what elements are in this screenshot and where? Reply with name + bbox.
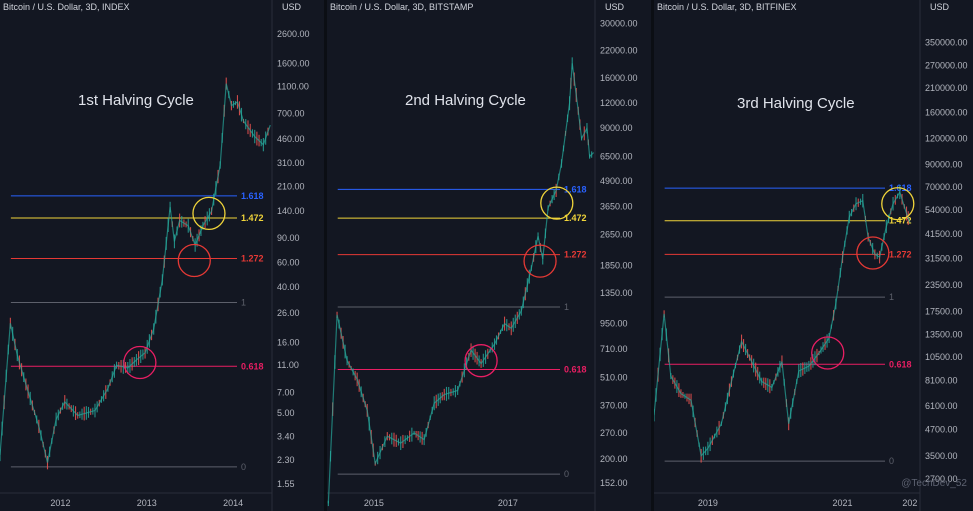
- annotation-circle: [541, 187, 573, 219]
- chart-3-svg[interactable]: 350000.00 270000.00 210000.00 160000.00 1200…: [654, 0, 973, 511]
- y-tick-label: 22000.00: [600, 46, 638, 56]
- y-tick-label: 9000.00: [600, 123, 633, 133]
- y-tick-label: 210.00: [277, 182, 305, 192]
- y-tick-label: 152.00: [600, 478, 628, 488]
- y-tick-label: 140.00: [277, 206, 305, 216]
- y-tick-label: 10500.00: [925, 352, 963, 362]
- y-tick-label: 700.00: [277, 109, 305, 119]
- chart-title: 2nd Halving Cycle: [405, 92, 526, 109]
- fib-level-label: 1.272: [564, 250, 587, 260]
- x-tick-label: 2015: [364, 498, 384, 508]
- x-tick-label: 2017: [498, 498, 518, 508]
- y-tick-label: 4700.00: [925, 424, 958, 434]
- y-tick-label: 950.00: [600, 319, 628, 329]
- fib-level-label: 1.272: [889, 249, 912, 259]
- y-tick-label: 90.00: [277, 233, 300, 243]
- fib-level-label: 0: [564, 469, 569, 479]
- y-tick-label: 26.00: [277, 308, 300, 318]
- price-series-line: [0, 84, 270, 463]
- annotation-circle: [178, 244, 210, 276]
- y-tick-label: 2650.00: [600, 229, 633, 239]
- chart-1-svg[interactable]: 2600.00 1600.00 1100.00 700.00 460.00 310.00 2…: [0, 0, 324, 511]
- x-tick-label: 2019: [698, 498, 718, 508]
- y-tick-label: 1350.00: [600, 288, 633, 298]
- price-series-line: [654, 192, 910, 456]
- y-tick-label: 120000.00: [925, 133, 968, 143]
- y-tick-label: 31500.00: [925, 254, 963, 264]
- x-tick-label: 2021: [833, 498, 853, 508]
- fib-level-label: 1: [889, 292, 894, 302]
- chart-panel-1[interactable]: Bitcoin / U.S. Dollar, 3D, INDEX USD 260…: [0, 0, 324, 511]
- y-tick-label: 41500.00: [925, 229, 963, 239]
- chart-panel-3[interactable]: Bitcoin / U.S. Dollar, 3D, BITFINEX USD …: [654, 0, 973, 511]
- chart-title: 1st Halving Cycle: [78, 92, 194, 109]
- y-tick-label: 60.00: [277, 257, 300, 267]
- y-tick-label: 1100.00: [277, 81, 309, 91]
- y-tick-label: 1600.00: [277, 59, 310, 69]
- y-tick-label: 2600.00: [277, 29, 310, 39]
- y-tick-label: 7.00: [277, 388, 295, 398]
- x-tick-label: 2012: [50, 498, 70, 508]
- y-tick-label: 12000.00: [600, 98, 638, 108]
- y-tick-label: 40.00: [277, 282, 300, 292]
- y-tick-label: 310.00: [277, 158, 305, 168]
- watermark: @TechDev_52: [901, 478, 967, 489]
- y-tick-label: 90000.00: [925, 159, 963, 169]
- fib-level-label: 0.618: [564, 365, 587, 375]
- y-tick-label: 16000.00: [600, 73, 638, 83]
- y-tick-label: 1.55: [277, 479, 295, 489]
- chart-title: 3rd Halving Cycle: [737, 95, 855, 112]
- y-tick-label: 160000.00: [925, 108, 968, 118]
- y-tick-label: 16.00: [277, 337, 300, 347]
- y-tick-label: 4900.00: [600, 176, 633, 186]
- y-tick-label: 3.40: [277, 431, 295, 441]
- fib-level-label: 1.472: [241, 213, 264, 223]
- fib-level-label: 1: [564, 302, 569, 312]
- fib-level-label: 0: [889, 456, 894, 466]
- x-tick-label: 2013: [137, 498, 157, 508]
- y-tick-label: 8100.00: [925, 375, 958, 385]
- annotation-circle: [124, 346, 156, 378]
- y-tick-label: 710.00: [600, 344, 628, 354]
- fib-level-label: 1.618: [241, 191, 264, 201]
- chart-panel-2[interactable]: Bitcoin / U.S. Dollar, 3D, BITSTAMP USD …: [327, 0, 651, 511]
- y-tick-label: 17500.00: [925, 306, 963, 316]
- x-tick-label: 2014: [223, 498, 243, 508]
- y-tick-label: 11.00: [277, 360, 299, 370]
- x-tick-label: 202: [902, 498, 917, 508]
- y-tick-label: 510.00: [600, 373, 628, 383]
- y-tick-label: 270.00: [600, 428, 628, 438]
- y-tick-label: 5.00: [277, 408, 295, 418]
- y-tick-label: 350000.00: [925, 37, 968, 47]
- y-tick-label: 6500.00: [600, 152, 633, 162]
- fib-level-label: 0.618: [889, 359, 912, 369]
- y-tick-label: 3650.00: [600, 202, 633, 212]
- y-tick-label: 54000.00: [925, 205, 963, 215]
- y-tick-label: 23500.00: [925, 280, 963, 290]
- fib-level-label: 1.272: [241, 254, 264, 264]
- y-tick-label: 6100.00: [925, 401, 958, 411]
- y-tick-label: 210000.00: [925, 83, 968, 93]
- chart-2-svg[interactable]: 30000.00 22000.00 16000.00 12000.00 9000.00 6…: [327, 0, 651, 511]
- y-tick-label: 200.00: [600, 454, 628, 464]
- fib-level-label: 0: [241, 462, 246, 472]
- fib-level-label: 0.618: [241, 361, 264, 371]
- price-series-line: [328, 63, 593, 503]
- y-tick-label: 3500.00: [925, 451, 958, 461]
- y-tick-label: 370.00: [600, 401, 628, 411]
- y-tick-label: 270000.00: [925, 61, 968, 71]
- y-tick-label: 30000.00: [600, 19, 638, 29]
- y-tick-label: 70000.00: [925, 182, 963, 192]
- fib-level-label: 1.618: [564, 184, 587, 194]
- y-tick-label: 1850.00: [600, 261, 633, 271]
- y-tick-label: 13500.00: [925, 330, 963, 340]
- y-tick-label: 460.00: [277, 134, 305, 144]
- fib-level-label: 1: [241, 297, 246, 307]
- y-tick-label: 2.30: [277, 455, 295, 465]
